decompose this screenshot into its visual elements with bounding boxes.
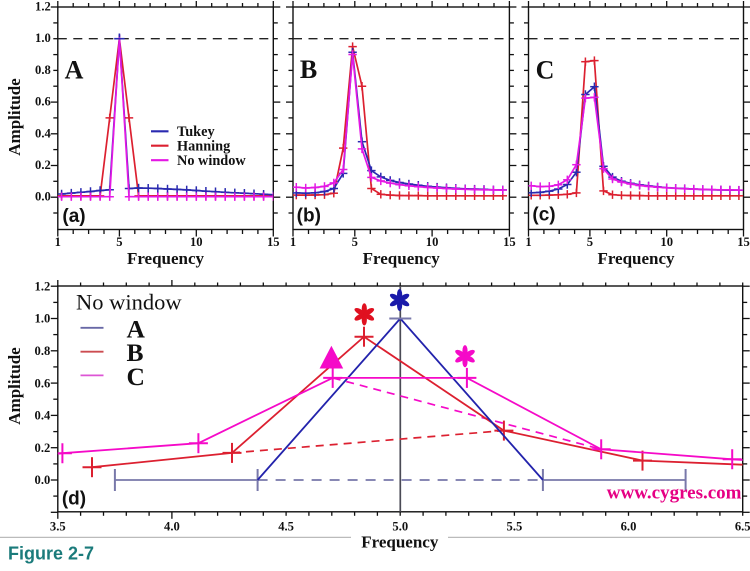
svg-text:0.0: 0.0 bbox=[35, 473, 51, 487]
svg-text:C: C bbox=[127, 362, 145, 391]
svg-text:4.0: 4.0 bbox=[164, 519, 180, 533]
svg-text:3.5: 3.5 bbox=[50, 519, 66, 533]
svg-text:Frequency: Frequency bbox=[361, 533, 439, 552]
svg-text:A: A bbox=[127, 315, 146, 344]
svg-text:0.0: 0.0 bbox=[35, 190, 51, 204]
svg-text:No window: No window bbox=[76, 290, 182, 315]
svg-text:B: B bbox=[300, 55, 317, 84]
svg-text:(d): (d) bbox=[62, 489, 86, 510]
svg-text:5: 5 bbox=[587, 235, 593, 249]
svg-text:No window: No window bbox=[177, 153, 246, 169]
svg-text:Tukey: Tukey bbox=[177, 124, 215, 140]
svg-text:1: 1 bbox=[290, 235, 296, 249]
svg-text:5: 5 bbox=[116, 235, 122, 249]
svg-text:B: B bbox=[127, 338, 144, 367]
svg-text:0.8: 0.8 bbox=[35, 63, 51, 77]
svg-text:www.cygres.com: www.cygres.com bbox=[607, 483, 742, 504]
svg-text:A: A bbox=[65, 55, 84, 84]
svg-text:Amplitude: Amplitude bbox=[5, 78, 24, 156]
svg-text:1: 1 bbox=[525, 235, 531, 249]
svg-text:Figure 2-7: Figure 2-7 bbox=[8, 544, 94, 564]
svg-text:1.0: 1.0 bbox=[35, 31, 51, 45]
svg-text:15: 15 bbox=[503, 235, 516, 249]
svg-text:5: 5 bbox=[352, 235, 358, 249]
svg-text:0.4: 0.4 bbox=[35, 409, 51, 423]
svg-text:0.6: 0.6 bbox=[35, 376, 51, 390]
svg-text:6.5: 6.5 bbox=[735, 519, 750, 533]
svg-text:4.5: 4.5 bbox=[278, 519, 294, 533]
svg-text:Hanning: Hanning bbox=[177, 138, 231, 154]
svg-text:10: 10 bbox=[426, 235, 439, 249]
svg-text:15: 15 bbox=[737, 235, 750, 249]
svg-text:1.2: 1.2 bbox=[35, 0, 51, 14]
svg-text:0.4: 0.4 bbox=[35, 126, 51, 140]
svg-text:6.0: 6.0 bbox=[621, 519, 637, 533]
svg-text:0.8: 0.8 bbox=[35, 344, 51, 358]
svg-text:(a): (a) bbox=[62, 206, 85, 227]
svg-text:10: 10 bbox=[190, 235, 203, 249]
svg-text:0.6: 0.6 bbox=[35, 95, 51, 109]
svg-text:1.2: 1.2 bbox=[35, 279, 51, 293]
svg-text:1.0: 1.0 bbox=[35, 312, 51, 326]
svg-text:5.0: 5.0 bbox=[392, 519, 408, 533]
svg-text:(b): (b) bbox=[297, 206, 321, 227]
svg-text:C: C bbox=[536, 55, 555, 84]
svg-text:5.5: 5.5 bbox=[507, 519, 523, 533]
svg-text:Frequency: Frequency bbox=[363, 249, 441, 268]
svg-text:Frequency: Frequency bbox=[597, 249, 675, 268]
svg-text:1: 1 bbox=[55, 235, 61, 249]
svg-text:Amplitude: Amplitude bbox=[5, 347, 24, 425]
svg-text:0.2: 0.2 bbox=[35, 441, 51, 455]
svg-text:15: 15 bbox=[267, 235, 280, 249]
svg-text:Frequency: Frequency bbox=[127, 249, 205, 268]
svg-text:10: 10 bbox=[660, 235, 673, 249]
svg-text:(c): (c) bbox=[532, 205, 555, 226]
svg-text:0.2: 0.2 bbox=[35, 158, 51, 172]
